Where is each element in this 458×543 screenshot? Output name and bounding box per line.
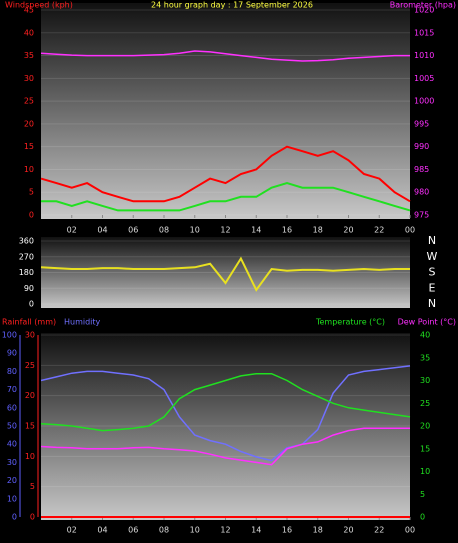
y2-tick-label: 40	[420, 331, 430, 340]
x-tick-label: 00	[405, 226, 415, 235]
y2-tick-label: E	[429, 281, 436, 294]
y2-tick-label: 25	[420, 399, 430, 408]
y3-tick-label: 10	[7, 494, 17, 503]
x-tick-label: 12	[220, 526, 230, 535]
y2-tick-label: 1000	[414, 97, 434, 106]
series-line	[40, 372, 411, 432]
y-tick-label: 40	[24, 28, 34, 37]
y2-tick-label: 35	[420, 353, 430, 362]
x-tick-label: 04	[97, 526, 107, 535]
y-tick-label: 20	[25, 391, 35, 400]
series-line	[41, 182, 411, 212]
y2-tick-label: 990	[414, 142, 429, 151]
legend-entry: Dew Point (°C)	[398, 318, 456, 327]
y2-tick-label: 20	[420, 422, 430, 431]
x-tick-label: 20	[343, 226, 353, 235]
y3-tick-label: 70	[7, 385, 17, 394]
y-tick-label: 0	[30, 513, 35, 522]
y3-tick-label: 30	[7, 458, 17, 467]
y2-tick-label: W	[427, 250, 438, 263]
y2-tick-label: 1010	[414, 51, 434, 60]
y2-tick-label: 15	[420, 444, 430, 453]
y-tick-label: 30	[25, 331, 35, 340]
y2-tick-label: 1020	[414, 6, 434, 15]
y2-tick-label: 10	[420, 467, 430, 476]
y-tick-label: 30	[24, 74, 34, 83]
x-tick-label: 02	[67, 226, 77, 235]
x-tick-label: 16	[282, 226, 292, 235]
plot-area	[41, 333, 410, 520]
y2-tick-label: 5	[420, 490, 425, 499]
x-tick-label: 06	[128, 526, 138, 535]
y2-tick-label: S	[429, 266, 436, 279]
y2-tick-label: 1015	[414, 28, 434, 37]
x-tick-label: 14	[251, 226, 261, 235]
y3-tick-label: 0	[12, 513, 17, 522]
x-tick-label: 16	[282, 526, 292, 535]
x-tick-label: 08	[159, 526, 169, 535]
y3-tick-label: 50	[7, 422, 17, 431]
y2-tick-label: N	[428, 234, 436, 247]
y-tick-label: 25	[24, 97, 34, 106]
y2-tick-label: 0	[420, 513, 425, 522]
x-tick-label: 22	[374, 226, 384, 235]
y-tick-label: 270	[19, 252, 34, 261]
x-tick-label: 08	[159, 226, 169, 235]
y3-tick-label: 60	[7, 403, 17, 412]
y-tick-label: 360	[19, 237, 34, 246]
legend-entry: Temperature (°C)	[315, 318, 385, 327]
x-tick-label: 04	[97, 226, 107, 235]
y2-tick-label: 1005	[414, 74, 434, 83]
legend-entry: Rainfall (mm)	[2, 318, 56, 327]
series-line	[40, 50, 410, 62]
x-tick-label: 06	[128, 226, 138, 235]
y-tick-label: 5	[30, 482, 35, 491]
x-tick-label: 10	[190, 226, 200, 235]
y3-tick-label: 90	[7, 349, 17, 358]
series-line	[40, 365, 411, 462]
y-tick-label: 180	[19, 268, 34, 277]
x-tick-label: 10	[190, 526, 200, 535]
x-tick-label: 20	[343, 526, 353, 535]
y-tick-label: 5	[29, 188, 34, 197]
x-tick-label: 18	[313, 226, 323, 235]
legend-entry: Humidity	[64, 318, 101, 327]
x-tick-label: 14	[251, 526, 261, 535]
y-tick-label: 25	[25, 361, 35, 370]
y-tick-label: 90	[24, 284, 34, 293]
y-tick-label: 15	[25, 422, 35, 431]
y-tick-label: 10	[25, 452, 35, 461]
y2-tick-label: 980	[414, 188, 429, 197]
y-tick-label: 15	[24, 142, 34, 151]
y2-tick-label: 975	[414, 211, 429, 220]
y2-tick-label: 30	[420, 376, 430, 385]
plot-area	[41, 237, 410, 308]
y-tick-label: 0	[29, 211, 34, 220]
series-line	[40, 256, 410, 292]
y-tick-label: 20	[24, 119, 34, 128]
y-tick-label: 10	[24, 165, 34, 174]
y-tick-label: 45	[24, 6, 34, 15]
y2-axis-label: Barometer (hpa)	[390, 1, 456, 10]
plot-area	[41, 3, 410, 219]
y2-tick-label: 985	[414, 165, 429, 174]
y3-tick-label: 100	[2, 331, 17, 340]
y-tick-label: 35	[24, 51, 34, 60]
series-line	[40, 145, 411, 203]
y3-tick-label: 40	[7, 440, 17, 449]
y-tick-label: 0	[29, 300, 34, 309]
y3-tick-label: 20	[7, 476, 17, 485]
y-axis-label: Windspeed (kph)	[5, 1, 73, 10]
x-tick-label: 22	[374, 526, 384, 535]
x-tick-label: 18	[313, 526, 323, 535]
y2-tick-label: N	[428, 297, 436, 310]
x-tick-label: 02	[67, 526, 77, 535]
y3-tick-label: 80	[7, 367, 17, 376]
y2-tick-label: 995	[414, 119, 429, 128]
x-tick-label: 00	[405, 526, 415, 535]
series-line	[40, 427, 410, 466]
chart-title: 24 hour graph day : 17 September 2026	[151, 1, 313, 10]
x-tick-label: 12	[220, 226, 230, 235]
